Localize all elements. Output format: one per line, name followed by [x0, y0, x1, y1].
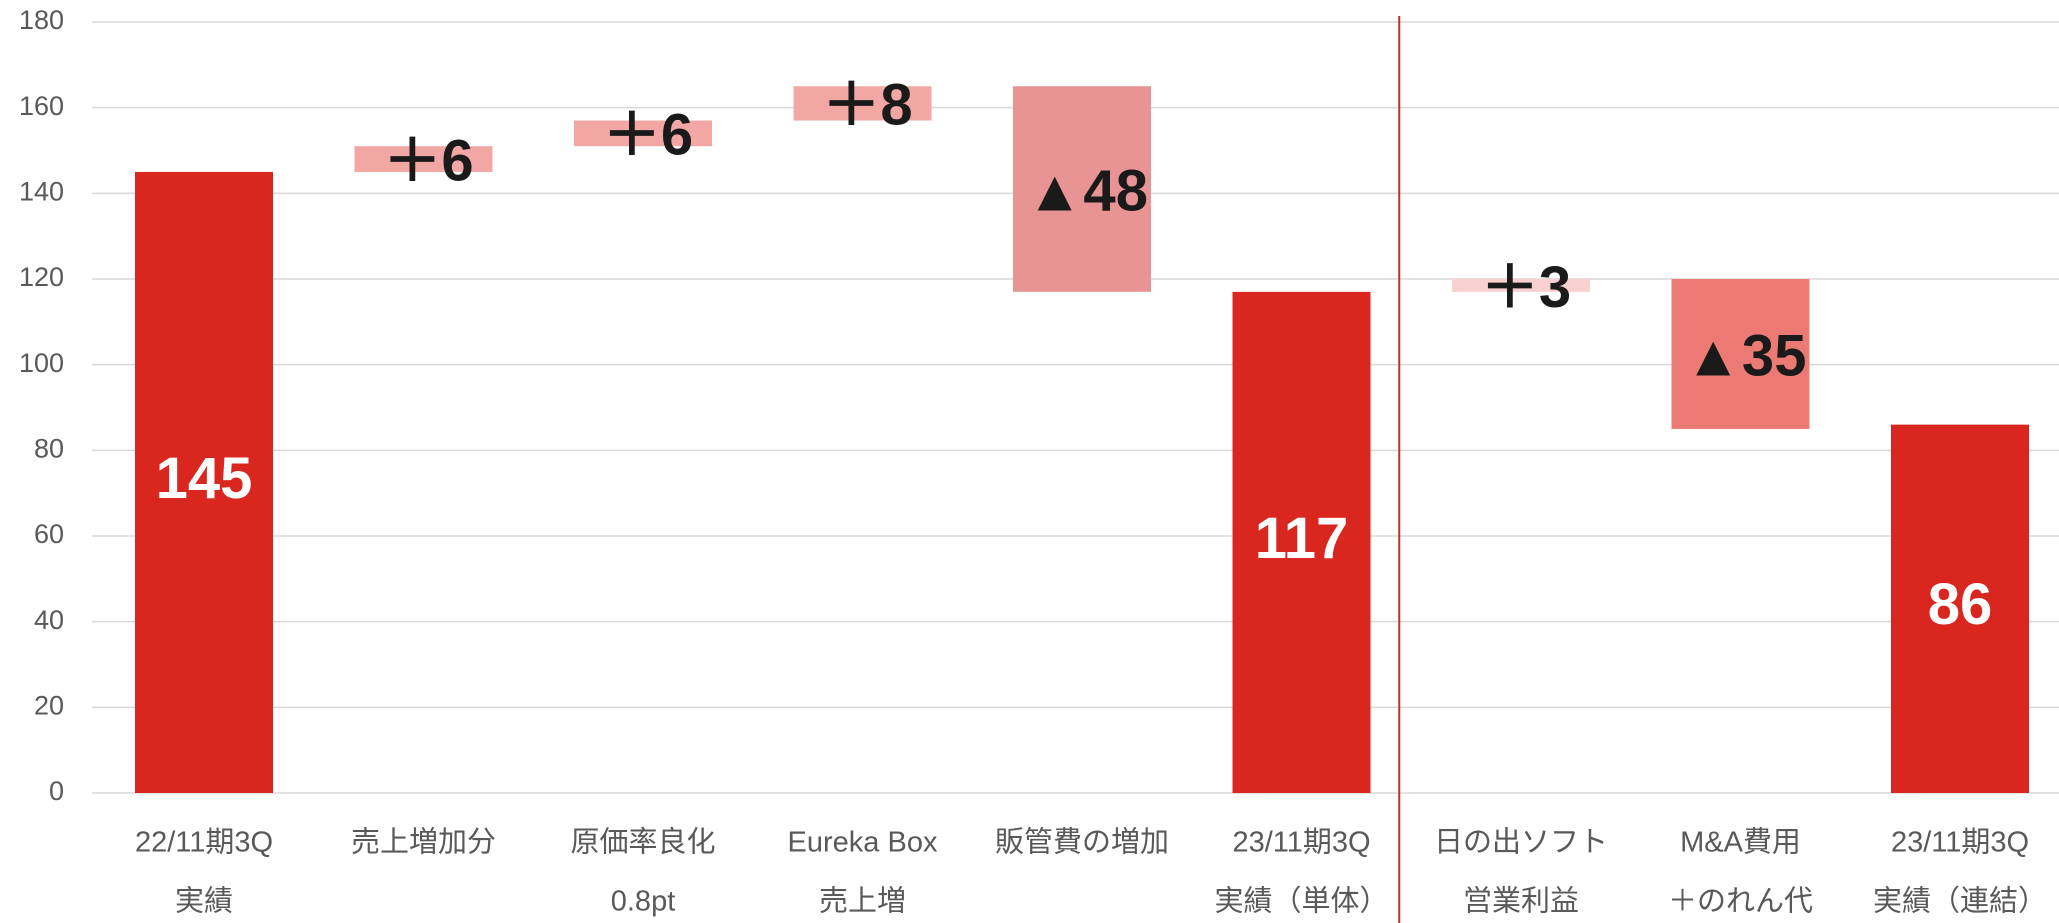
y-tick-label: 20: [34, 690, 64, 720]
value-label: ▲48: [1026, 158, 1148, 223]
x-tick-label: 販管費の増加: [995, 826, 1169, 859]
bar: [135, 171, 273, 793]
bar: [1891, 424, 2029, 793]
y-tick-label: 180: [19, 5, 64, 35]
bar: [793, 86, 932, 121]
bar: [574, 120, 712, 147]
y-tick-label: 100: [19, 348, 64, 378]
x-tick-label: ＋のれん代: [1668, 886, 1813, 918]
y-tick-label: 60: [34, 519, 64, 549]
y-tick-label: 0: [49, 776, 64, 806]
x-tick-label: 実績（単体）: [1214, 885, 1388, 918]
x-tick-label: 実績: [175, 885, 233, 918]
x-tick-label: 売上増: [819, 885, 906, 918]
x-tick-label: 23/11期3Q: [1891, 827, 2029, 859]
y-tick-label: 160: [19, 91, 64, 121]
value-label: 86: [1928, 572, 1993, 637]
bar: [354, 146, 493, 172]
y-tick-label: 40: [34, 605, 64, 635]
value-label: 117: [1255, 506, 1349, 571]
value-label: ＋6: [383, 128, 473, 193]
x-tick-label: 実績（連結）: [1873, 885, 2047, 918]
bar: [1671, 279, 1810, 429]
x-tick-label: Eureka Box: [788, 827, 938, 859]
value-label: ＋6: [603, 103, 693, 168]
bar: [1232, 291, 1371, 793]
y-tick-label: 140: [19, 176, 64, 206]
x-tick-label: 売上増加分: [351, 826, 496, 859]
value-label: 145: [156, 446, 253, 511]
y-tick-label: 120: [19, 262, 64, 292]
x-tick-label: 日の出ソフト: [1434, 826, 1608, 859]
bar: [1452, 279, 1590, 292]
x-tick-label: 23/11期3Q: [1232, 827, 1370, 859]
x-tick-label: 0.8pt: [611, 886, 676, 918]
x-tick-label: M&A費用: [1680, 826, 1801, 859]
x-tick-label: 原価率良化: [570, 826, 715, 859]
x-tick-label: 営業利益: [1463, 885, 1579, 918]
value-label: ▲35: [1685, 323, 1807, 388]
value-label: ＋3: [1481, 255, 1571, 320]
y-tick-label: 80: [34, 433, 64, 463]
x-tick-label: 22/11期3Q: [135, 827, 273, 859]
value-label: ＋8: [822, 73, 912, 138]
bar: [1013, 86, 1151, 292]
